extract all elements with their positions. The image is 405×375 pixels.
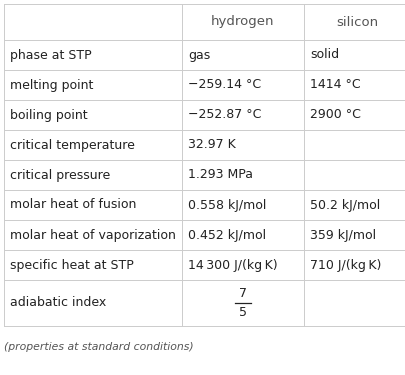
Text: boiling point: boiling point xyxy=(10,108,87,122)
Text: melting point: melting point xyxy=(10,78,93,92)
Text: 0.558 kJ/mol: 0.558 kJ/mol xyxy=(188,198,266,211)
Text: 32.97 K: 32.97 K xyxy=(188,138,235,152)
Text: phase at STP: phase at STP xyxy=(10,48,92,62)
Text: hydrogen: hydrogen xyxy=(211,15,274,28)
Text: −252.87 °C: −252.87 °C xyxy=(188,108,261,122)
Text: gas: gas xyxy=(188,48,210,62)
Text: critical temperature: critical temperature xyxy=(10,138,134,152)
Text: 1414 °C: 1414 °C xyxy=(309,78,360,92)
Text: specific heat at STP: specific heat at STP xyxy=(10,258,133,272)
Text: 14 300 J/(kg K): 14 300 J/(kg K) xyxy=(188,258,277,272)
Text: 7: 7 xyxy=(239,287,246,300)
Text: 5: 5 xyxy=(239,306,246,319)
Text: molar heat of vaporization: molar heat of vaporization xyxy=(10,228,175,242)
Text: (properties at standard conditions): (properties at standard conditions) xyxy=(4,342,193,352)
Text: 2900 °C: 2900 °C xyxy=(309,108,360,122)
Text: adiabatic index: adiabatic index xyxy=(10,297,106,309)
Text: 710 J/(kg K): 710 J/(kg K) xyxy=(309,258,380,272)
Text: 1.293 MPa: 1.293 MPa xyxy=(188,168,252,182)
Text: 50.2 kJ/mol: 50.2 kJ/mol xyxy=(309,198,379,211)
Text: molar heat of fusion: molar heat of fusion xyxy=(10,198,136,211)
Text: −259.14 °C: −259.14 °C xyxy=(188,78,260,92)
Text: critical pressure: critical pressure xyxy=(10,168,110,182)
Text: silicon: silicon xyxy=(335,15,377,28)
Text: 0.452 kJ/mol: 0.452 kJ/mol xyxy=(188,228,265,242)
Text: solid: solid xyxy=(309,48,338,62)
Text: 359 kJ/mol: 359 kJ/mol xyxy=(309,228,375,242)
